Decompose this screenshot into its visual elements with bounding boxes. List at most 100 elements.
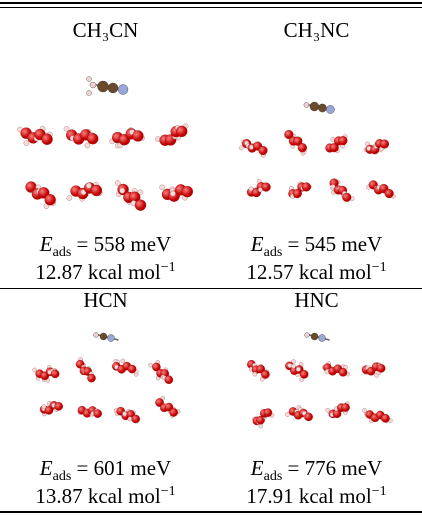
hydrogen	[148, 362, 153, 368]
oxygen	[338, 368, 348, 377]
energy-subscript: ads	[263, 469, 283, 485]
atom	[303, 102, 310, 108]
oxygen	[379, 139, 389, 149]
hydrogen	[63, 125, 70, 132]
oxygen	[338, 136, 348, 146]
oxygen	[304, 412, 313, 422]
panel: CH₃NC Eads = 545 meV 12.57 kcal mol−1	[211, 10, 422, 284]
hydrogen	[66, 195, 73, 201]
energy-subscript: ads	[52, 245, 72, 261]
atom	[99, 332, 108, 341]
kcal-unit: kcal mol	[87, 484, 161, 508]
atom	[93, 332, 99, 338]
oxygen	[44, 194, 56, 206]
energy-value: 558	[93, 232, 126, 256]
hydrogen	[291, 363, 296, 369]
atom	[318, 103, 327, 113]
molecule-name: HCN	[83, 288, 128, 312]
oxygen	[261, 370, 270, 379]
atom	[309, 101, 320, 112]
hydrogen	[119, 187, 126, 194]
oxygen	[93, 409, 102, 418]
oxygen	[164, 375, 174, 385]
energy-symbol: E	[250, 232, 264, 256]
energy-unit: meV	[130, 232, 172, 256]
oxygen	[292, 189, 302, 199]
kcal-line: 12.57 kcal mol−1	[211, 260, 422, 285]
energy-line: Eads = 545 meV	[211, 232, 422, 261]
mid-rule	[0, 288, 422, 289]
oxygen	[132, 130, 144, 142]
kcal-value: 12.57	[246, 260, 294, 284]
relation: =	[76, 232, 89, 256]
panel: HNC Eads = 776 meV 17.91 kcal mol−1	[211, 288, 422, 510]
atom	[86, 76, 92, 82]
kcal-unit: kcal mol	[298, 484, 372, 508]
kcal-power: −1	[371, 484, 387, 499]
energy-symbol: E	[250, 456, 264, 480]
oxygen	[152, 362, 161, 372]
atom	[107, 334, 115, 342]
oxygen	[127, 364, 137, 374]
oxygen	[256, 415, 265, 425]
kcal-line: 12.87 kcal mol−1	[0, 260, 211, 285]
hydrogen	[291, 359, 296, 364]
hydrogen	[170, 190, 176, 197]
hydrogen	[258, 423, 264, 429]
energy-line: Eads = 601 meV	[0, 456, 211, 485]
energy-line: Eads = 558 meV	[0, 232, 211, 261]
hydrogen	[41, 404, 47, 409]
hydrogen	[238, 145, 244, 151]
oxygen	[299, 370, 309, 379]
molecule-name: CH₃NC	[283, 18, 350, 42]
kcal-line: 17.91 kcal mol−1	[211, 484, 422, 509]
hydrogen	[32, 367, 38, 373]
hydrogen	[23, 140, 30, 147]
oxygen	[54, 402, 63, 411]
kcal-unit: kcal mol	[298, 260, 372, 284]
hydrogen	[248, 186, 254, 192]
energy-symbol: E	[39, 232, 53, 256]
hydrogen	[252, 371, 258, 377]
relation: =	[287, 456, 300, 480]
energy-unit: meV	[341, 232, 383, 256]
panel: CH₃CN Eads = 558 meV 12.87 kcal mol−1	[0, 10, 211, 284]
molecule-name: HNC	[294, 288, 339, 312]
atom	[86, 90, 92, 96]
kcal-value: 13.87	[35, 484, 83, 508]
molecule-image	[17, 76, 193, 211]
relation: =	[287, 232, 300, 256]
oxygen	[284, 129, 294, 140]
energy-subscript: ads	[52, 469, 72, 485]
energy-symbol: E	[39, 456, 53, 480]
hydrogen	[325, 407, 330, 413]
energy-value: 776	[304, 456, 337, 480]
oxygen	[376, 364, 386, 373]
hydrogen	[84, 142, 91, 149]
atom	[97, 80, 109, 93]
kcal-power: −1	[160, 484, 176, 499]
oxygen	[131, 414, 140, 424]
atom	[318, 334, 326, 342]
oxygen	[87, 373, 96, 383]
kcal-value: 12.87	[35, 260, 83, 284]
atom	[117, 84, 129, 95]
atom	[107, 82, 119, 94]
oxygen	[297, 143, 307, 153]
oxygen	[384, 188, 394, 199]
molecule-name: CH₃CN	[72, 18, 139, 42]
kcal-line: 13.87 kcal mol−1	[0, 484, 211, 509]
bottom-rule	[0, 511, 422, 513]
energy-value: 545	[304, 232, 337, 256]
oxygen	[381, 414, 390, 423]
hydrogen	[362, 408, 367, 413]
energy-subscript: ads	[263, 245, 283, 261]
hydrogen	[296, 367, 301, 372]
atom	[89, 81, 97, 89]
kcal-power: −1	[371, 260, 387, 275]
oxygen	[261, 182, 271, 192]
oxygen	[87, 133, 99, 145]
oxygen	[329, 143, 339, 153]
oxygen	[155, 398, 164, 407]
oxygen	[181, 185, 193, 198]
